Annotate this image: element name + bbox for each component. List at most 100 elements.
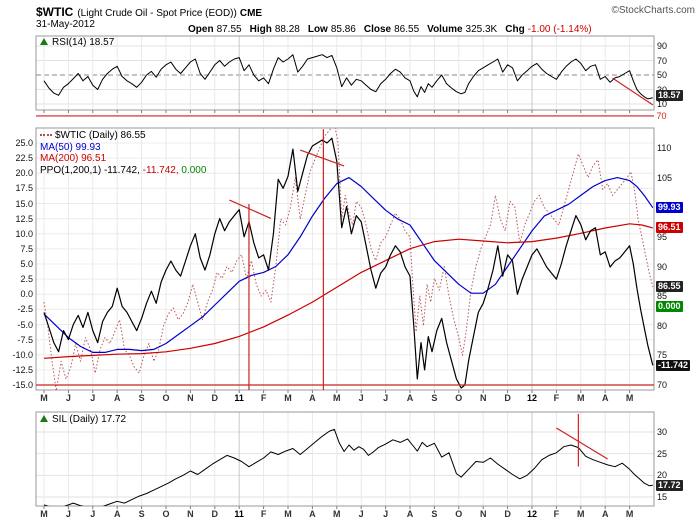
x-axis-label: A [113, 393, 121, 403]
x-axis-label: N [479, 393, 487, 403]
x-axis-label: A [406, 393, 414, 403]
ppo-axis-label: 10.0 [15, 228, 33, 239]
ma50-legend-label: MA(50) 99.93 [40, 141, 101, 153]
symbol-description: (Light Crude Oil - Spot Price (EOD)) [77, 8, 237, 19]
rsi-legend: RSI(14) 18.57 [40, 37, 114, 49]
x-axis-label: O [162, 393, 170, 403]
rsi-line [43, 54, 653, 100]
rsi-axis-label: 10 [657, 99, 668, 109]
x-axis-label: F [260, 393, 267, 403]
x-axis-label: M [40, 393, 48, 403]
price-axis-label: 110 [657, 143, 672, 153]
ppo-legend-row: PPO(1,200,1) -11.742, -11.742, 0.000 [40, 165, 206, 177]
main-legend: $WTIC (Daily) 86.55 MA(50) 99.93 MA(200)… [40, 130, 206, 176]
price-axis-label: 85 [657, 291, 668, 302]
x-axis-label: M [625, 393, 634, 403]
wtic-legend-label: $WTIC (Daily) 86.55 [55, 130, 146, 141]
annotation-line [229, 199, 272, 219]
sil-legend: SIL (Daily) 17.72 [40, 414, 126, 426]
ppo-axis-label: 5.0 [20, 259, 33, 269]
x-axis-label: D [504, 509, 511, 519]
ppo-axis-label: -2.5 [17, 304, 33, 315]
ppo-last-value-box: -11.742 [656, 359, 691, 371]
x-axis-label: A [113, 509, 121, 519]
ppo-value: -11.742, [103, 164, 140, 176]
ppo-axis-label: 15.0 [15, 198, 33, 209]
ppo-axis-label: -10.0 [12, 349, 33, 360]
change-label: Chg [505, 24, 525, 35]
low-label: Low [307, 24, 328, 35]
x-axis-label: S [431, 509, 438, 519]
ppo-axis-label: 22.5 [15, 153, 33, 164]
rsi-axis-label: 50 [657, 70, 668, 80]
volume-label: Volume [427, 24, 463, 35]
x-axis-label: 11 [234, 509, 244, 519]
x-axis-label: D [211, 509, 219, 519]
ma50-line [43, 177, 654, 353]
x-axis-label: J [383, 509, 389, 519]
low-value: 85.86 [330, 24, 356, 35]
change-value: -1.00 (-1.14%) [527, 24, 592, 35]
x-axis-label: J [383, 393, 389, 403]
x-axis-label: 12 [526, 393, 537, 403]
x-axis-label: D [504, 393, 511, 403]
x-axis-label: A [601, 393, 609, 403]
x-axis-label: 11 [234, 393, 244, 403]
x-axis-label: A [601, 509, 609, 519]
x-axis-label: M [284, 393, 292, 403]
rsi-legend-label: RSI(14) 18.57 [52, 37, 115, 48]
ma200-last-value-box: 96.51 [656, 222, 683, 234]
ppo-axis-label: 25.0 [15, 138, 33, 148]
x-axis-label: J [65, 393, 71, 403]
high-value: 88.28 [274, 24, 300, 35]
sil-axis-label: 30 [657, 427, 668, 437]
x-axis-label: N [479, 509, 487, 519]
price-axis-label: 70 [657, 380, 668, 390]
annotation-line [612, 77, 654, 106]
rsi-last-value-box: 18.57 [656, 90, 683, 102]
x-axis-label: A [309, 393, 316, 403]
close-label: Close [363, 24, 392, 35]
sil-last-value-box: 17.72 [656, 479, 683, 491]
close-value: 86.55 [394, 24, 420, 35]
annotation-line [299, 149, 345, 167]
sil-axis-label: 20 [657, 470, 668, 481]
open-label: Open [188, 24, 214, 35]
x-axis-label: J [90, 393, 96, 403]
dotted-line-swatch [40, 134, 52, 136]
sil-line [43, 428, 653, 506]
chart-icon [40, 38, 48, 45]
x-axis-label: A [406, 509, 414, 519]
ma200-line [43, 223, 653, 359]
x-axis-label: M [284, 509, 292, 519]
wtic-legend-row: $WTIC (Daily) 86.55 [40, 130, 206, 142]
rsi-axis-label: 30 [657, 85, 667, 96]
chart-date: 31-May-2012 [36, 19, 95, 30]
annotation-line [556, 427, 608, 460]
wtic-last-value-box: 86.55 [656, 281, 683, 293]
x-axis-label: S [138, 509, 145, 519]
x-axis-label: N [187, 509, 194, 519]
sil-axis-label: 25 [657, 448, 668, 459]
ppo-hist-value: 0.000 [181, 164, 207, 176]
ppo-axis-label: -5.0 [17, 319, 33, 330]
ppo-axis-label: -7.5 [17, 334, 33, 345]
price-axis-label: 95 [657, 231, 668, 242]
price-axis-label: 80 [657, 320, 668, 331]
exchange-label: CME [239, 8, 263, 19]
x-axis-label: F [260, 509, 267, 519]
x-axis-label: J [65, 509, 71, 519]
sil-legend-label: SIL (Daily) 17.72 [52, 414, 127, 425]
x-axis-label: J [90, 509, 96, 519]
ppo-axis-label: 7.5 [20, 243, 33, 254]
ppo-axis-label: 12.5 [15, 213, 33, 224]
price-axis-label: 90 [657, 261, 668, 272]
ma200-legend-label: MA(200) 96.51 [40, 153, 107, 164]
volume-value: 325.3K [465, 24, 498, 35]
x-axis-label: O [162, 509, 170, 519]
ppo-axis-label: 17.5 [15, 183, 33, 194]
x-axis-label: M [577, 509, 585, 519]
